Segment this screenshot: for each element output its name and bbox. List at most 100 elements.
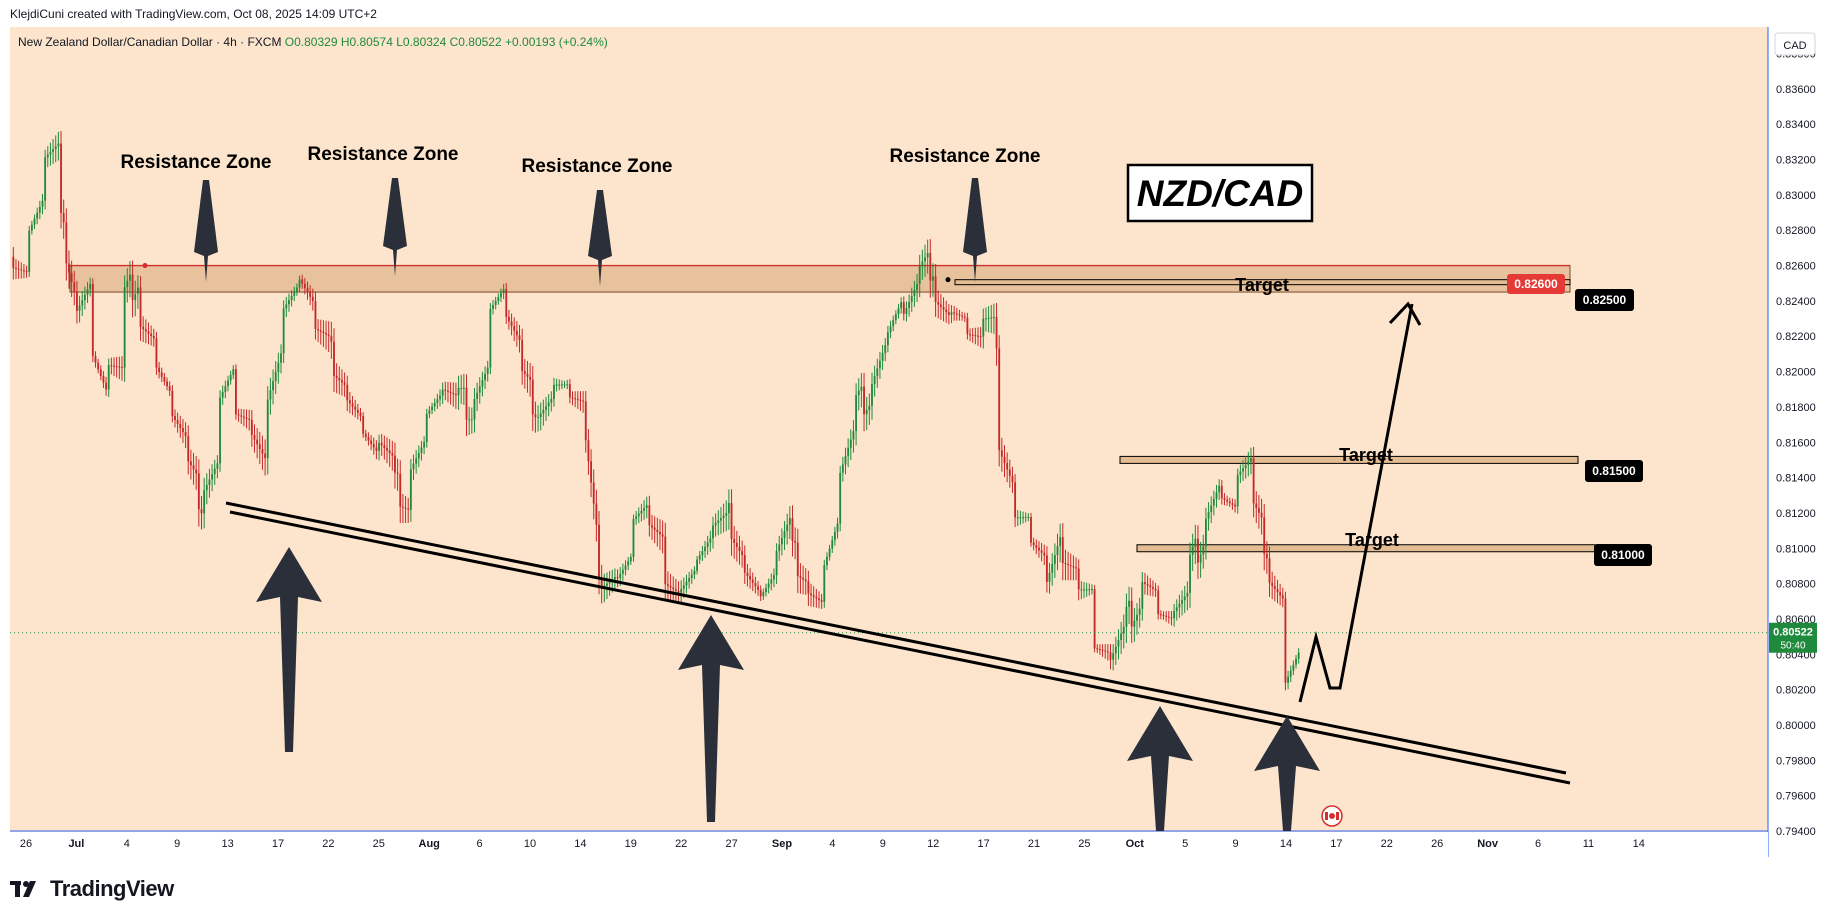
candle-body [25, 271, 28, 273]
candle-body [54, 146, 57, 150]
upper-target-zone [954, 279, 1571, 286]
target-label: Target [1345, 530, 1399, 550]
candle-body [942, 307, 945, 310]
candle-body [539, 413, 542, 418]
target-label: Target [1339, 445, 1393, 465]
candle-body [836, 523, 839, 532]
y-tick-label: 0.83400 [1776, 119, 1816, 131]
candle-body [590, 461, 592, 483]
candle-body [1189, 554, 1191, 593]
candle-body [966, 317, 969, 335]
candle-body [1080, 589, 1083, 591]
candle-body [367, 437, 370, 441]
time-axis[interactable] [10, 832, 1768, 857]
current-price-badge: 0.80522 50:40 [1769, 622, 1817, 653]
target-price-badge-2-bg [1585, 460, 1643, 482]
candle-body [884, 345, 887, 353]
candle-body [783, 531, 786, 538]
candle-body [608, 581, 611, 584]
candle-body [131, 274, 134, 301]
candle-body [110, 365, 113, 367]
resistance-zone [69, 265, 1571, 293]
candle-body [693, 570, 696, 575]
candle-body [62, 213, 65, 223]
candle-body [449, 391, 452, 393]
candle-body [1109, 652, 1112, 660]
candle-body [550, 398, 553, 403]
candle-body [1204, 518, 1207, 547]
candle-body [1112, 653, 1115, 660]
candle-body [1178, 603, 1181, 608]
y-tick-label: 0.82600 [1776, 261, 1816, 273]
candle-body [192, 465, 195, 470]
candle-body [995, 317, 998, 349]
candle-body [947, 312, 950, 315]
x-tick-label: Oct [1126, 838, 1145, 850]
candle-body [963, 316, 966, 318]
chart-canvas[interactable]: 0.838000.836000.834000.832000.830000.828… [0, 27, 1835, 858]
candle-body [1138, 608, 1141, 615]
mid-target-zone [1119, 455, 1579, 464]
candle-body [757, 586, 759, 590]
candle-body [804, 579, 807, 582]
price-axis[interactable] [1769, 27, 1835, 857]
currency-button[interactable]: CAD [1774, 32, 1816, 56]
x-tick-label: 4 [124, 838, 130, 850]
candle-body [436, 399, 439, 403]
candle-body [351, 403, 354, 407]
candle-body [945, 309, 948, 313]
candle-body [810, 593, 812, 596]
candle-body [295, 287, 298, 292]
candle-body [240, 415, 243, 417]
candle-body [820, 600, 823, 602]
candle-body [484, 373, 486, 381]
candle-body [526, 373, 529, 377]
candle-body [441, 389, 444, 396]
x-tick-label: 17 [977, 838, 989, 850]
candle-body [272, 381, 274, 391]
candle-body [399, 473, 402, 507]
y-tick-label: 0.82400 [1776, 296, 1816, 308]
candle-body [645, 505, 648, 509]
candle-body [987, 317, 990, 319]
candle-body [195, 469, 198, 474]
candle-body [86, 289, 89, 295]
candle-body [857, 390, 860, 396]
candle-body [621, 569, 624, 574]
countdown-text: 50:40 [1780, 641, 1805, 652]
candle-body [796, 542, 799, 577]
candle-body [786, 524, 789, 532]
candle-body [136, 287, 139, 294]
candle-body [232, 369, 235, 375]
candle-body [1255, 503, 1258, 509]
candle-body [1265, 553, 1268, 559]
candle-body [468, 419, 471, 421]
tradingview-logo[interactable]: TradingView [10, 876, 174, 902]
candle-body [356, 409, 359, 413]
candle-body [743, 555, 746, 573]
nzdcad-title-box: NZD/CAD [1126, 163, 1314, 223]
candle-body [102, 376, 105, 383]
candle-body [977, 335, 979, 337]
candle-body [616, 577, 619, 579]
candle-body [1218, 485, 1221, 493]
target-price-badge-2: 0.81500 [1585, 460, 1643, 482]
resistance-zone-label: Resistance Zone [522, 156, 673, 177]
candle-body [343, 382, 346, 385]
x-tick-label: 26 [1431, 838, 1443, 850]
candle-body [929, 253, 932, 281]
x-tick-label: 9 [174, 838, 180, 850]
candle-body [280, 353, 282, 363]
target-price-badge-1: 0.82600 [1507, 274, 1565, 294]
candle-body [979, 336, 982, 338]
candle-body [1096, 648, 1099, 650]
candle-body [881, 352, 884, 361]
candle-body [219, 397, 221, 464]
candle-body [1056, 546, 1059, 556]
candle-body [269, 390, 272, 400]
candle-body [60, 143, 62, 214]
candle-body [773, 575, 775, 580]
plot-area[interactable] [10, 27, 1768, 832]
candle-body [1231, 503, 1234, 505]
candle-body [879, 360, 881, 369]
